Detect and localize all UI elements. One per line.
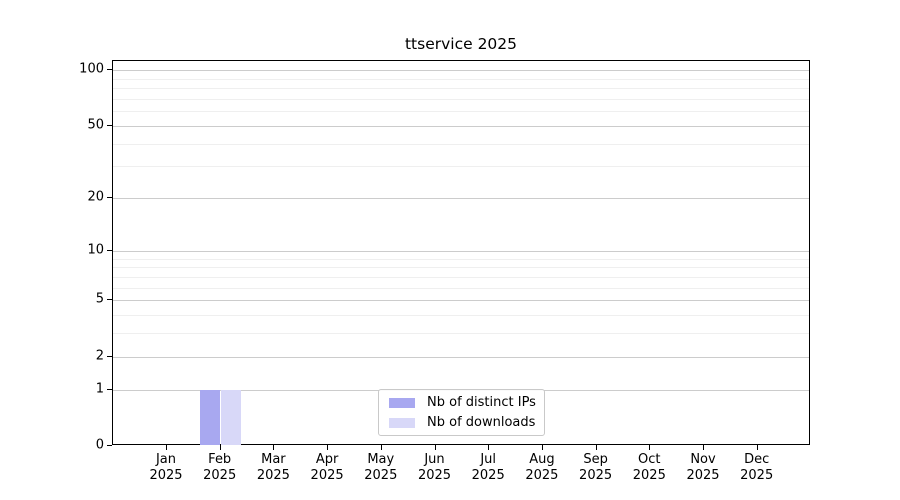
y-tick bbox=[107, 388, 112, 390]
x-tick-label: Apr 2025 bbox=[295, 452, 359, 483]
x-tick-label: May 2025 bbox=[349, 452, 413, 483]
x-tick-year: 2025 bbox=[310, 467, 344, 483]
y-tick bbox=[107, 124, 112, 126]
minor-gridline bbox=[113, 166, 809, 168]
y-tick-label: 2 bbox=[95, 348, 104, 363]
bar-nb-of-downloads bbox=[220, 389, 242, 445]
x-tick-month: Apr bbox=[315, 452, 339, 467]
major-gridline bbox=[113, 356, 809, 358]
legend-label-downloads: Nb of downloads bbox=[427, 415, 536, 430]
legend-swatch-distinct-ips bbox=[389, 397, 415, 408]
x-tick-label: Oct 2025 bbox=[617, 452, 681, 483]
y-tick bbox=[107, 299, 112, 301]
x-tick-label: Sep 2025 bbox=[564, 452, 628, 483]
x-tick-year: 2025 bbox=[417, 467, 452, 483]
y-tick bbox=[107, 197, 112, 199]
major-gridline bbox=[113, 198, 809, 200]
x-tick bbox=[166, 445, 167, 450]
x-tick-label: Dec 2025 bbox=[725, 452, 789, 483]
x-tick bbox=[327, 445, 329, 450]
legend-row-distinct-ips: Nb of distinct IPs bbox=[387, 395, 536, 410]
minor-gridline bbox=[113, 267, 809, 269]
minor-gridline bbox=[113, 333, 809, 335]
x-tick-year: 2025 bbox=[471, 467, 505, 483]
x-tick-month: Aug bbox=[529, 452, 555, 467]
legend-row-downloads: Nb of downloads bbox=[387, 415, 536, 430]
x-tick-year: 2025 bbox=[364, 467, 398, 483]
y-tick-label: 0 bbox=[95, 437, 104, 453]
x-tick bbox=[380, 445, 382, 450]
x-tick-month: Sep bbox=[583, 452, 608, 467]
x-tick-year: 2025 bbox=[149, 467, 183, 483]
minor-gridline bbox=[113, 258, 809, 260]
x-tick-month: Jan bbox=[155, 452, 177, 467]
legend: Nb of distinct IPs Nb of downloads bbox=[378, 389, 545, 436]
x-tick bbox=[541, 445, 543, 450]
x-tick-year: 2025 bbox=[525, 467, 559, 483]
x-tick-month: Jun bbox=[424, 452, 445, 467]
x-tick-label: Jan 2025 bbox=[134, 452, 198, 483]
y-tick bbox=[107, 249, 112, 251]
x-tick-label: Aug 2025 bbox=[510, 452, 574, 483]
y-tick bbox=[107, 69, 112, 71]
legend-label-distinct-ips: Nb of distinct IPs bbox=[427, 395, 536, 410]
x-tick-month: Feb bbox=[208, 452, 232, 467]
y-tick-label: 5 bbox=[95, 291, 104, 307]
y-tick-label: 100 bbox=[79, 61, 104, 77]
x-tick bbox=[273, 445, 275, 450]
minor-gridline bbox=[113, 143, 809, 145]
plot-area bbox=[112, 60, 810, 445]
x-tick-year: 2025 bbox=[632, 467, 666, 483]
x-tick bbox=[488, 445, 490, 450]
x-tick bbox=[756, 445, 758, 450]
bar-nb-of-distinct-ips bbox=[199, 389, 221, 445]
minor-gridline bbox=[113, 314, 809, 316]
x-tick-month: Oct bbox=[638, 452, 661, 467]
major-gridline bbox=[113, 300, 809, 302]
x-tick-label: Nov 2025 bbox=[671, 452, 735, 483]
y-tick bbox=[107, 355, 112, 357]
x-tick-month: Jul bbox=[480, 452, 497, 467]
x-tick bbox=[595, 445, 597, 450]
y-tick bbox=[107, 445, 112, 446]
minor-gridline bbox=[113, 78, 809, 80]
minor-gridline bbox=[113, 287, 809, 289]
x-tick-year: 2025 bbox=[686, 467, 720, 483]
minor-gridline bbox=[113, 88, 809, 90]
x-tick bbox=[219, 445, 221, 450]
x-tick bbox=[703, 445, 704, 450]
x-tick-label: Jul 2025 bbox=[456, 452, 520, 483]
x-tick-month: May bbox=[367, 452, 395, 467]
minor-gridline bbox=[113, 98, 809, 100]
chart-title: ttservice 2025 bbox=[404, 35, 518, 53]
x-tick-year: 2025 bbox=[256, 467, 290, 483]
x-tick-month: Nov bbox=[690, 452, 716, 467]
y-tick-label: 1 bbox=[95, 381, 104, 396]
x-tick bbox=[434, 445, 436, 450]
legend-swatch-downloads bbox=[389, 417, 415, 428]
y-tick-label: 50 bbox=[87, 117, 104, 133]
y-tick-label: 20 bbox=[87, 189, 104, 205]
x-tick-year: 2025 bbox=[740, 467, 774, 483]
major-gridline bbox=[113, 125, 809, 127]
x-tick-month: Dec bbox=[744, 452, 770, 467]
x-tick-label: Mar 2025 bbox=[241, 452, 305, 483]
minor-gridline bbox=[113, 111, 809, 113]
major-gridline bbox=[113, 250, 809, 252]
x-tick bbox=[649, 445, 651, 450]
minor-gridline bbox=[113, 276, 809, 278]
x-tick-label: Feb 2025 bbox=[188, 452, 252, 483]
x-tick-year: 2025 bbox=[203, 467, 237, 483]
x-tick-month: Mar bbox=[261, 452, 286, 467]
y-tick-label: 10 bbox=[87, 242, 104, 258]
major-gridline bbox=[113, 70, 809, 72]
x-tick-label: Jun 2025 bbox=[403, 452, 467, 483]
x-tick-year: 2025 bbox=[579, 467, 613, 483]
